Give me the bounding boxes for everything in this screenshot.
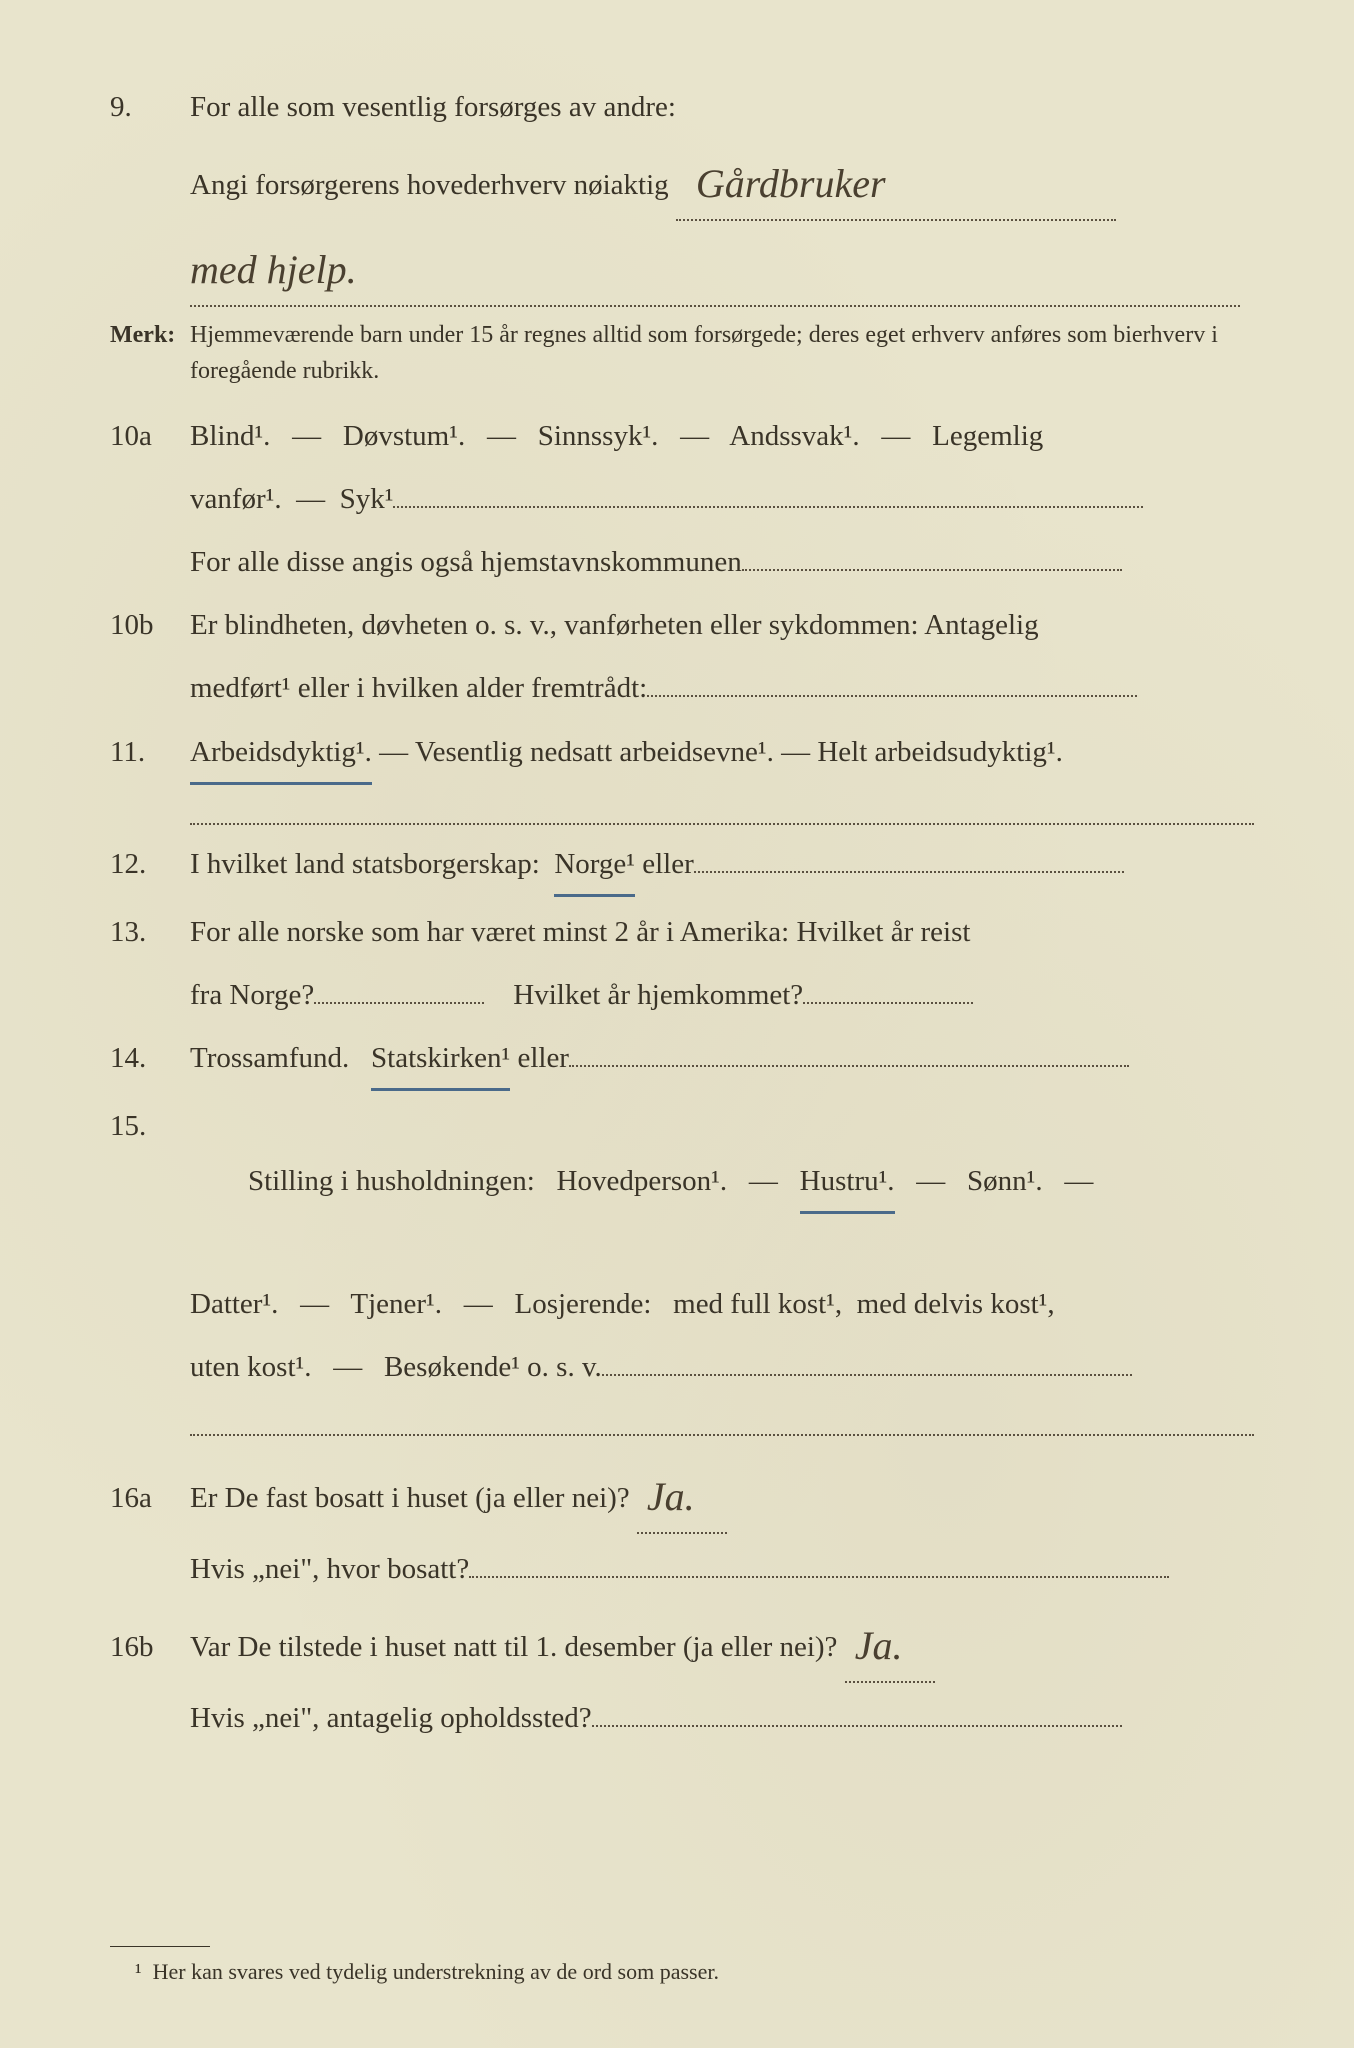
q16b-answer: Ja. [855, 1623, 903, 1668]
q12-number: 12. [110, 837, 190, 892]
q15-line3: uten kost¹. — Besøkende¹ o. s. v. [190, 1340, 1254, 1395]
q15-selected: Hustru¹. [800, 1154, 895, 1214]
question-9: 9. For alle som vesentlig forsørges av a… [110, 80, 1254, 307]
question-10a: 10a Blind¹. — Døvstum¹. — Sinnssyk¹. — A… [110, 409, 1254, 590]
q9-number: 9. [110, 80, 190, 135]
footnote: ¹ Her kan svares ved tydelig understrekn… [110, 1959, 1254, 1985]
q9-line2: Angi forsørgerens hovederhverv nøiaktig … [190, 143, 1254, 221]
q14-text: Trossamfund. Statskirken¹ eller [190, 1031, 1254, 1091]
q16a-line2: Hvis „nei", hvor bosatt? [190, 1542, 1254, 1597]
q15-line1: Stilling i husholdningen: Hovedperson¹. … [190, 1099, 1254, 1269]
q16b-line1: Var De tilstede i huset natt til 1. dese… [190, 1605, 1254, 1683]
q13-line2: fra Norge? Hvilket år hjemkommet? [190, 968, 1254, 1023]
q9-hand2-line: med hjelp. [190, 229, 1254, 307]
merk-text: Hjemmeværende barn under 15 år regnes al… [190, 317, 1254, 389]
q14-number: 14. [110, 1031, 190, 1086]
q10b-line1: Er blindheten, døvheten o. s. v., vanfør… [190, 598, 1254, 653]
q13-number: 13. [110, 905, 190, 960]
q10a-line3: For alle disse angis også hjemstavnskomm… [190, 535, 1254, 590]
q14-selected: Statskirken¹ [371, 1031, 510, 1091]
merk-label: Merk: [110, 317, 190, 389]
q11-selected: Arbeidsdyktig¹. [190, 725, 372, 785]
q10a-line2: vanfør¹. — Syk¹ [190, 472, 1254, 527]
q16b-number: 16b [110, 1620, 190, 1675]
q11-dotted-line [190, 797, 1254, 825]
question-14: 14. Trossamfund. Statskirken¹ eller [110, 1031, 1254, 1091]
footnote-rule [110, 1946, 210, 1947]
q9-line1: For alle som vesentlig forsørges av andr… [190, 80, 1254, 135]
q10a-line1: Blind¹. — Døvstum¹. — Sinnssyk¹. — Andss… [190, 409, 1254, 464]
q15-dotted-line [190, 1408, 1254, 1436]
q10a-number: 10a [110, 409, 190, 464]
q16a-line1: Er De fast bosatt i huset (ja eller nei)… [190, 1456, 1254, 1534]
q16a-number: 16a [110, 1471, 190, 1526]
q9-answer-2: med hjelp. [190, 247, 357, 292]
merk-note: Merk: Hjemmeværende barn under 15 år reg… [110, 317, 1254, 389]
q16b-line2: Hvis „nei", antagelig opholdssted? [190, 1691, 1254, 1746]
question-12: 12. I hvilket land statsborgerskap: Norg… [110, 837, 1254, 897]
q10b-line2: medført¹ eller i hvilken alder fremtrådt… [190, 661, 1254, 716]
q16a-answer: Ja. [647, 1474, 695, 1519]
q9-prompt: Angi forsørgerens hovederhverv nøiaktig [190, 169, 669, 201]
q12-text: I hvilket land statsborgerskap: Norge¹ e… [190, 837, 1254, 897]
q10b-number: 10b [110, 598, 190, 653]
question-16a: 16a Er De fast bosatt i huset (ja eller … [110, 1456, 1254, 1597]
q15-number: 15. [110, 1099, 190, 1154]
q11-text: Arbeidsdyktig¹. — Vesentlig nedsatt arbe… [190, 725, 1254, 785]
census-form-page: 9. For alle som vesentlig forsørges av a… [0, 0, 1354, 2048]
q11-number: 11. [110, 725, 190, 780]
question-11: 11. Arbeidsdyktig¹. — Vesentlig nedsatt … [110, 725, 1254, 825]
question-13: 13. For alle norske som har været minst … [110, 905, 1254, 1023]
q15-line2: Datter¹. — Tjener¹. — Losjerende: med fu… [190, 1277, 1254, 1332]
question-15: 15. Stilling i husholdningen: Hovedperso… [110, 1099, 1254, 1435]
q13-line1: For alle norske som har været minst 2 år… [190, 905, 1254, 960]
footnote-text: Her kan svares ved tydelig understreknin… [153, 1959, 719, 1984]
q9-answer-1: Gårdbruker [696, 161, 886, 206]
question-16b: 16b Var De tilstede i huset natt til 1. … [110, 1605, 1254, 1746]
question-10b: 10b Er blindheten, døvheten o. s. v., va… [110, 598, 1254, 716]
footnote-marker: ¹ [135, 1959, 142, 1984]
q12-selected: Norge¹ [554, 837, 635, 897]
